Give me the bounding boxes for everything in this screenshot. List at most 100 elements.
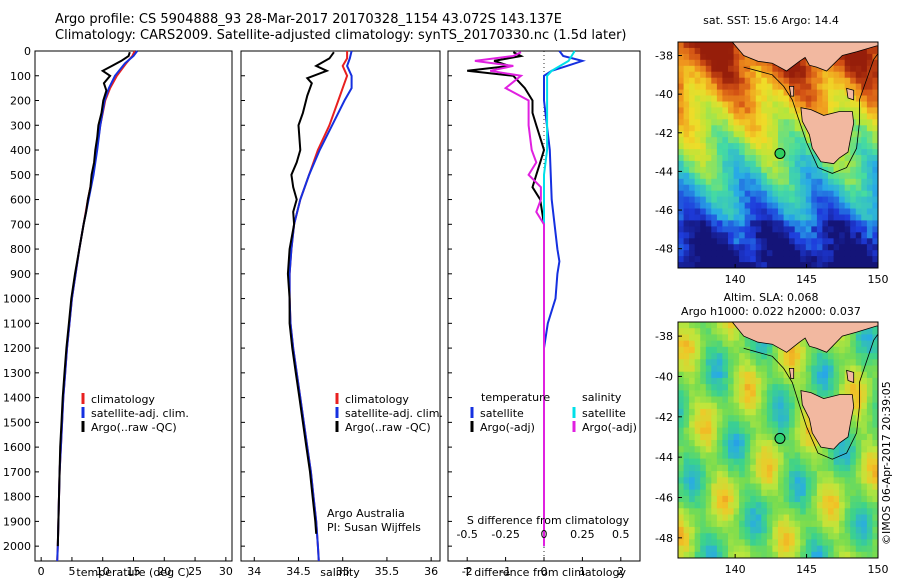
map-cell xyxy=(733,214,740,221)
map-cell xyxy=(855,119,862,126)
map-cell xyxy=(722,149,729,156)
map-cell xyxy=(728,101,735,108)
map-cell xyxy=(678,238,685,245)
map-cell xyxy=(694,214,701,221)
map-cell xyxy=(850,107,857,114)
map-cell xyxy=(705,551,712,558)
map-cell xyxy=(789,471,796,478)
map-cell xyxy=(811,483,818,491)
map-cell xyxy=(716,89,724,97)
map-cell xyxy=(866,244,874,251)
map-cell xyxy=(700,59,707,67)
map-cell xyxy=(778,226,785,233)
map-cell xyxy=(711,353,718,360)
map-cell xyxy=(844,172,851,180)
map-cell xyxy=(872,178,878,186)
map-cell xyxy=(861,250,868,257)
map-cell xyxy=(861,107,868,114)
map-cell xyxy=(733,377,740,385)
map-cell xyxy=(750,160,757,168)
map-cell xyxy=(683,166,690,174)
x-tick-label: -2 xyxy=(462,565,473,578)
map-cell xyxy=(794,178,801,186)
map-cell xyxy=(850,421,857,429)
map-cell xyxy=(778,514,785,522)
map-cell xyxy=(772,232,779,239)
x-tick-label-salinity: -0.5 xyxy=(456,528,477,541)
map-cell xyxy=(861,95,868,102)
map-cell xyxy=(733,390,740,398)
map-cell xyxy=(872,402,878,410)
map-cell xyxy=(800,452,807,460)
map-cell xyxy=(755,427,762,435)
map-cell xyxy=(828,202,835,210)
map-cell xyxy=(872,143,878,150)
map-cell xyxy=(711,545,718,553)
map-cell xyxy=(789,508,796,516)
map-cell xyxy=(855,477,862,485)
map-cell xyxy=(816,371,824,379)
map-cell xyxy=(861,220,868,227)
map-cell xyxy=(722,184,729,192)
map-cell xyxy=(761,340,768,348)
map-cell xyxy=(766,384,774,391)
map-cell xyxy=(744,371,751,379)
map-cell xyxy=(689,232,696,239)
map-cell xyxy=(772,545,779,553)
map-cell xyxy=(866,238,874,245)
map-cell xyxy=(766,71,774,79)
map-cell xyxy=(728,47,735,55)
map-cell xyxy=(722,353,729,360)
map-cell xyxy=(744,208,751,215)
map-cell xyxy=(728,89,735,97)
map-cell xyxy=(800,155,807,162)
map-cell xyxy=(794,340,801,348)
map-cell xyxy=(872,166,878,174)
map-cell xyxy=(833,226,840,233)
mainland-australia xyxy=(731,322,878,353)
map-cell xyxy=(850,59,857,67)
map-cell xyxy=(683,328,690,335)
map-cell xyxy=(855,53,862,61)
map-cell xyxy=(800,526,807,534)
map-cell xyxy=(711,452,718,460)
map-cell xyxy=(844,346,851,354)
map-cell xyxy=(839,483,846,491)
map-cell xyxy=(694,452,701,460)
map-cell xyxy=(872,415,878,422)
map-cell xyxy=(872,113,878,120)
map-cell xyxy=(789,131,796,138)
map-cell xyxy=(855,262,862,268)
map-cell xyxy=(766,533,774,540)
map-cell xyxy=(689,125,696,132)
map-cell xyxy=(839,184,846,192)
map-cell xyxy=(678,390,685,398)
map-cell xyxy=(728,226,735,233)
map-cell xyxy=(766,220,774,227)
map-cell xyxy=(755,415,762,422)
map-cell xyxy=(694,551,701,558)
map-cell xyxy=(761,483,768,491)
map-cell xyxy=(739,196,746,204)
map-cell xyxy=(705,483,712,491)
map-cell xyxy=(689,95,696,102)
map-cell xyxy=(839,226,846,233)
map-cell xyxy=(705,334,712,342)
map-cell xyxy=(844,377,851,385)
map-cell xyxy=(872,160,878,168)
map-cell xyxy=(872,244,878,251)
map-cell xyxy=(778,427,785,435)
map-cell xyxy=(794,190,801,198)
map-cell xyxy=(683,160,690,168)
map-cell xyxy=(722,172,729,180)
map-cell xyxy=(833,238,840,245)
map-cell xyxy=(855,113,862,120)
map-cell xyxy=(833,452,840,460)
map-cell xyxy=(750,262,757,268)
map-cell xyxy=(722,53,729,61)
map-cell xyxy=(855,452,862,460)
map-cell xyxy=(716,59,724,67)
map-cell xyxy=(822,160,829,168)
map-cell xyxy=(705,440,712,447)
map-cell xyxy=(755,545,762,553)
